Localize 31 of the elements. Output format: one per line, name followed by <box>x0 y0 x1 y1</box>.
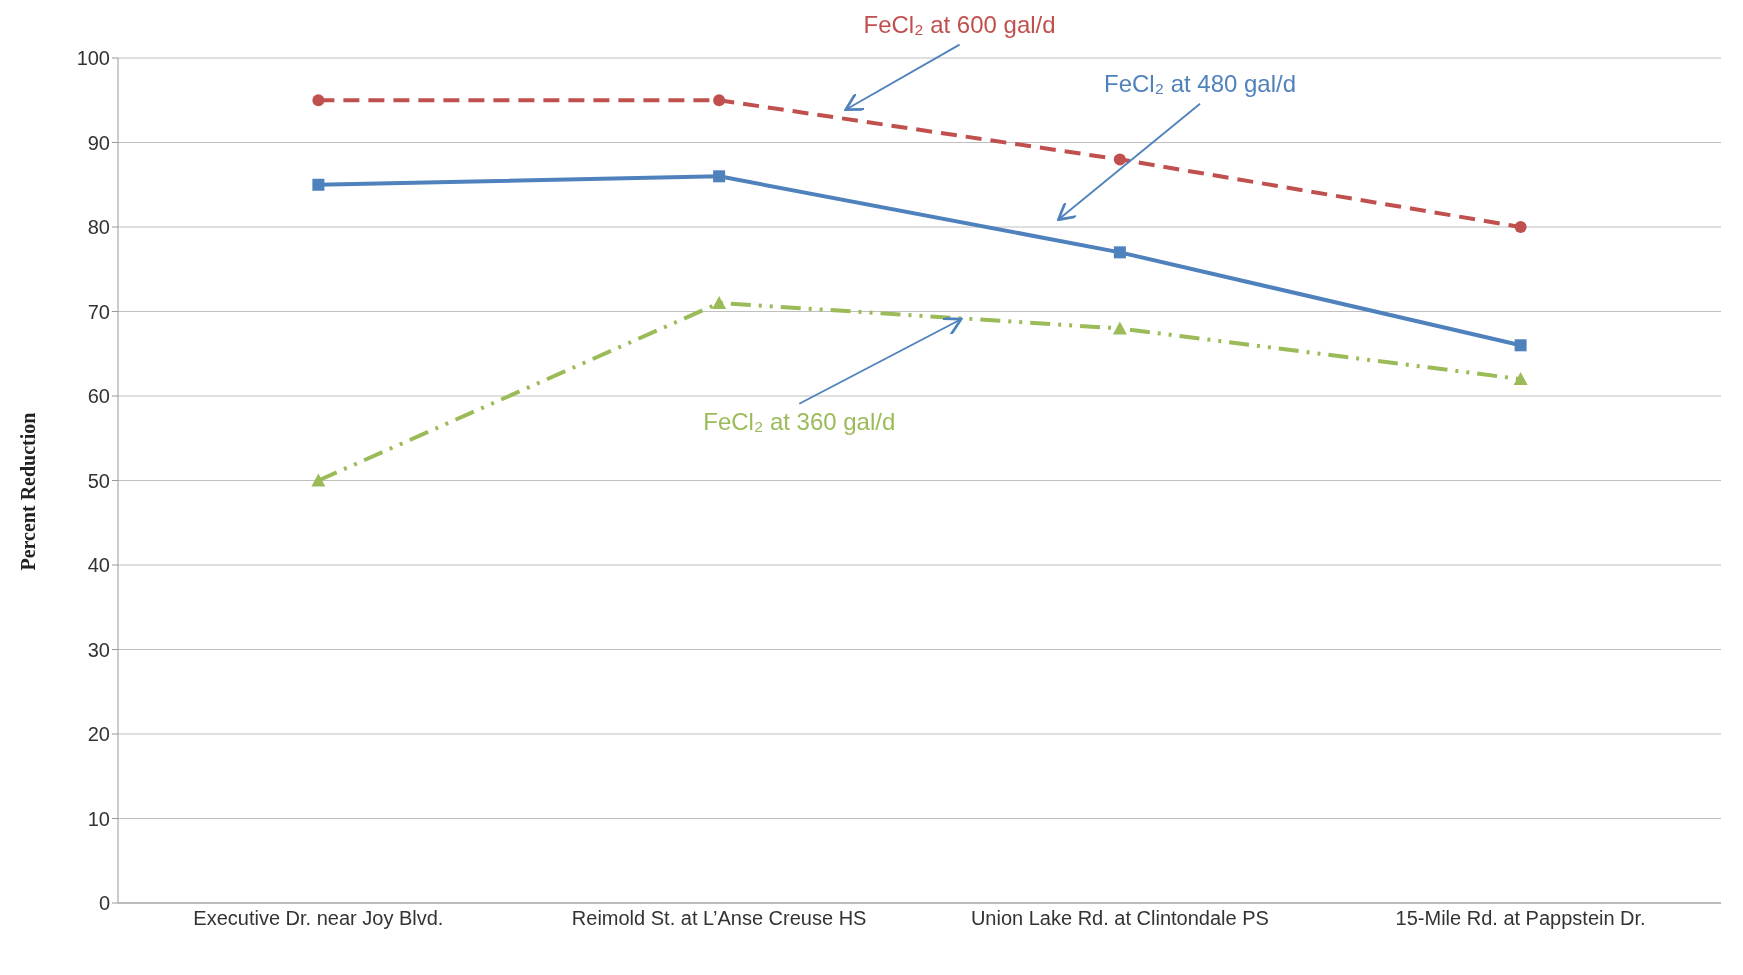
point <box>713 170 726 183</box>
y-tick-label: 40 <box>87 554 110 577</box>
y-tick-label: 80 <box>87 216 110 239</box>
y-tick-label: 30 <box>87 638 110 661</box>
x-tick-label: Union Lake Rd. at Clintondale PS <box>970 907 1269 930</box>
y-tick-label: 20 <box>87 723 110 746</box>
x-tick-label: Executive Dr. near Joy Blvd. <box>193 907 444 930</box>
text: FeCl₂ at 480 gal/d <box>1103 69 1297 97</box>
y-axis-title: Percent Reduction <box>17 412 40 571</box>
y-tick-label: 10 <box>87 807 110 830</box>
y-tick-label: 0 <box>98 892 110 915</box>
x-tick-label: Reimold St. at L’Anse Creuse HS <box>571 907 867 930</box>
text: FeCl₂ at 600 gal/d <box>863 10 1056 38</box>
point <box>1113 246 1126 259</box>
point <box>1113 153 1126 166</box>
x-tick-label: 15-Mile Rd. at Pappstein Dr. <box>1395 907 1646 930</box>
text: FeCl₂ at 360 gal/d <box>703 407 896 435</box>
point <box>1112 321 1127 335</box>
point <box>1514 221 1527 233</box>
y-tick-label: 50 <box>87 469 110 492</box>
y-tick-label: 100 <box>76 47 110 70</box>
point <box>312 178 325 191</box>
point <box>1513 372 1528 386</box>
point <box>712 296 727 310</box>
y-tick-label: 60 <box>87 385 110 408</box>
point <box>312 94 325 107</box>
y-tick-label: 70 <box>87 300 110 323</box>
point <box>311 473 326 487</box>
y-tick-label: 90 <box>87 131 110 154</box>
point <box>1514 339 1527 352</box>
point <box>713 94 726 107</box>
